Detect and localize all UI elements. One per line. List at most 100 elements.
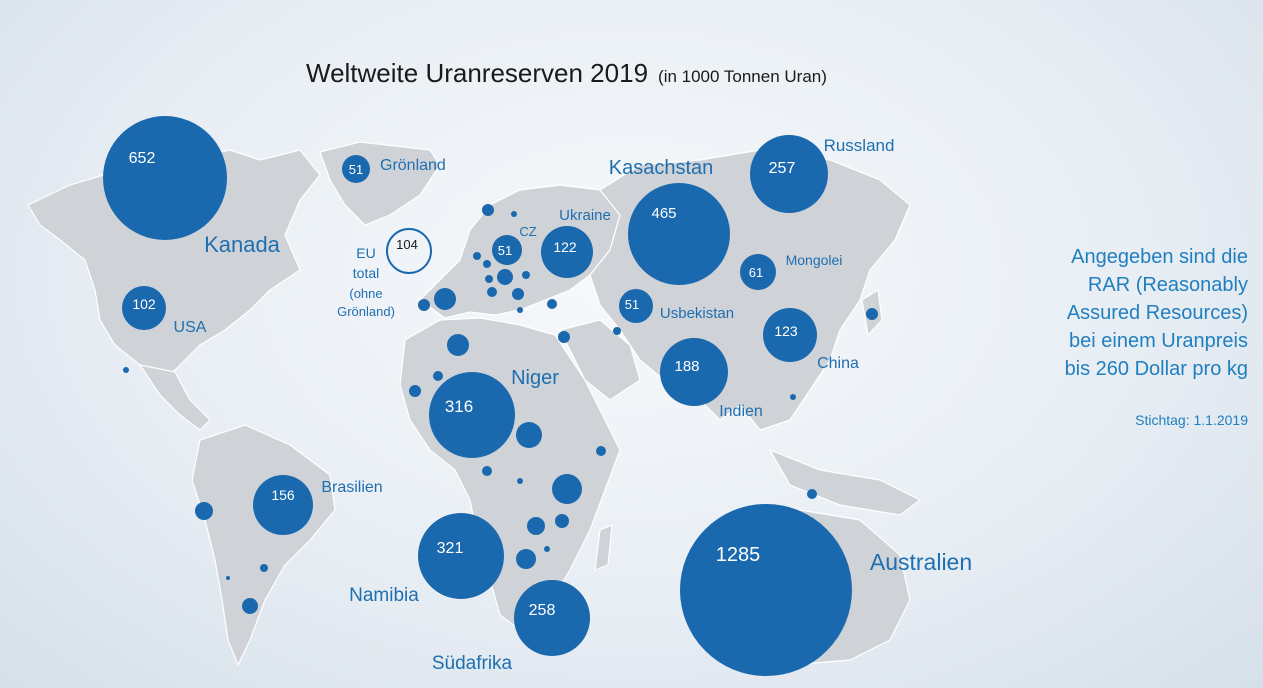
bubble-small bbox=[242, 598, 258, 614]
bubble-groenland bbox=[342, 155, 370, 183]
country-usbekistan: 51 Usbekistan bbox=[619, 289, 734, 323]
bubble-small bbox=[544, 546, 550, 552]
name-usa: USA bbox=[174, 319, 207, 336]
bubble-small bbox=[511, 211, 517, 217]
title-unit: (in 1000 Tonnen Uran) bbox=[658, 67, 827, 86]
eu-group: 104 EU total (ohne Grönland) bbox=[337, 228, 432, 319]
name-cz: CZ bbox=[519, 224, 536, 239]
name-ukraine: Ukraine bbox=[559, 207, 611, 224]
bubble-small bbox=[483, 260, 491, 268]
country-kasachstan: 465 Kasachstan bbox=[609, 157, 730, 285]
bubble-small bbox=[516, 549, 536, 569]
eu-label-line: (ohne bbox=[349, 286, 382, 301]
value-australien: 1285 bbox=[716, 544, 761, 566]
landmass-south-america bbox=[191, 424, 336, 667]
name-namibia: Namibia bbox=[349, 585, 419, 606]
value-brasilien: 156 bbox=[271, 487, 295, 503]
bubble-small bbox=[517, 478, 523, 484]
value-ukraine: 122 bbox=[553, 239, 577, 255]
bubble-small bbox=[790, 394, 796, 400]
bubble-small bbox=[547, 299, 557, 309]
country-ukraine: 122 Ukraine bbox=[541, 207, 611, 278]
bubble-australien bbox=[680, 504, 852, 676]
reference-date: Stichtag: 1.1.2019 bbox=[1135, 412, 1248, 428]
bubble-kanada bbox=[103, 116, 227, 240]
name-russland: Russland bbox=[824, 136, 895, 155]
bubble-small bbox=[482, 204, 494, 216]
name-brasilien: Brasilien bbox=[321, 479, 382, 496]
bubble-small bbox=[123, 367, 129, 373]
note-line: RAR (Reasonably bbox=[1087, 274, 1248, 296]
value-groenland: 51 bbox=[349, 162, 363, 177]
side-note: Angegeben sind die RAR (Reasonably Assur… bbox=[1000, 243, 1248, 383]
bubble-cz bbox=[492, 235, 522, 265]
value-kanada: 652 bbox=[129, 150, 156, 167]
bubble-kasachstan bbox=[628, 183, 730, 285]
country-kanada: 652 Kanada bbox=[103, 116, 281, 257]
bubble-small bbox=[512, 288, 524, 300]
country-cz: 51 CZ bbox=[492, 224, 537, 265]
bubble-small bbox=[517, 307, 523, 313]
name-groenland: Grönland bbox=[380, 157, 446, 174]
bubble-small bbox=[527, 517, 545, 535]
name-indien: Indien bbox=[719, 403, 763, 420]
name-kanada: Kanada bbox=[204, 232, 281, 257]
note-line: bei einem Uranpreis bbox=[1069, 330, 1248, 352]
landmass-greenland bbox=[319, 141, 441, 226]
note-line: Assured Resources) bbox=[1066, 302, 1248, 324]
name-australien: Australien bbox=[870, 549, 972, 575]
bubble-small bbox=[473, 252, 481, 260]
country-groenland: 51 Grönland bbox=[342, 155, 446, 183]
eu-label-line: total bbox=[353, 265, 379, 281]
country-indien: 188 Indien bbox=[660, 338, 763, 420]
bubble-small bbox=[866, 308, 878, 320]
bubble-small bbox=[516, 422, 542, 448]
name-china: China bbox=[817, 355, 859, 372]
bubble-mongolei bbox=[740, 254, 776, 290]
bubble-indien bbox=[660, 338, 728, 406]
value-niger: 316 bbox=[445, 397, 473, 416]
value-mongolei: 61 bbox=[749, 265, 763, 280]
map-title: Weltweite Uranreserven 2019 (in 1000 Tonn… bbox=[306, 58, 827, 89]
bubble-small bbox=[807, 489, 817, 499]
bubble-niger bbox=[429, 372, 515, 458]
bubble-small bbox=[552, 474, 582, 504]
landmass-central-america bbox=[138, 364, 211, 431]
value-cz: 51 bbox=[498, 243, 512, 258]
bubble-small bbox=[447, 334, 469, 356]
eu-value: 104 bbox=[396, 237, 418, 252]
bubble-small bbox=[195, 502, 213, 520]
bubble-small bbox=[485, 275, 493, 283]
bubble-usbekistan bbox=[619, 289, 653, 323]
country-russland: 257 Russland bbox=[750, 135, 894, 213]
country-china: 123 China bbox=[763, 308, 859, 372]
name-usbekistan: Usbekistan bbox=[660, 305, 734, 322]
name-niger: Niger bbox=[511, 367, 559, 389]
value-kasachstan: 465 bbox=[651, 205, 676, 222]
value-suedafrika: 258 bbox=[529, 602, 556, 619]
value-russland: 257 bbox=[769, 160, 796, 177]
bubble-brasilien bbox=[253, 475, 313, 535]
country-brasilien: 156 Brasilien bbox=[253, 475, 383, 535]
value-namibia: 321 bbox=[437, 540, 464, 557]
title-text: Weltweite Uranreserven 2019 bbox=[306, 58, 649, 88]
eu-label-line: Grönland) bbox=[337, 304, 395, 319]
bubble-small bbox=[613, 327, 621, 335]
country-suedafrika: 258 Südafrika bbox=[432, 580, 590, 674]
landmass-madagascar bbox=[594, 524, 613, 571]
bubble-suedafrika bbox=[514, 580, 590, 656]
bubble-namibia bbox=[418, 513, 504, 599]
bubble-small bbox=[433, 371, 443, 381]
landmass-southeast-asia bbox=[768, 448, 922, 516]
note-line: bis 260 Dollar pro kg bbox=[1064, 358, 1248, 380]
bubble-small bbox=[497, 269, 513, 285]
name-suedafrika: Südafrika bbox=[432, 653, 513, 674]
country-namibia: 321 Namibia bbox=[349, 513, 504, 606]
bubble-small bbox=[555, 514, 569, 528]
bubble-small bbox=[409, 385, 421, 397]
bubble-small bbox=[596, 446, 606, 456]
bubble-small bbox=[522, 271, 530, 279]
landmass-north-america bbox=[27, 149, 321, 381]
value-usbekistan: 51 bbox=[625, 297, 639, 312]
